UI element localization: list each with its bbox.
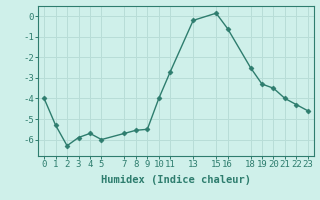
X-axis label: Humidex (Indice chaleur): Humidex (Indice chaleur) (101, 175, 251, 185)
